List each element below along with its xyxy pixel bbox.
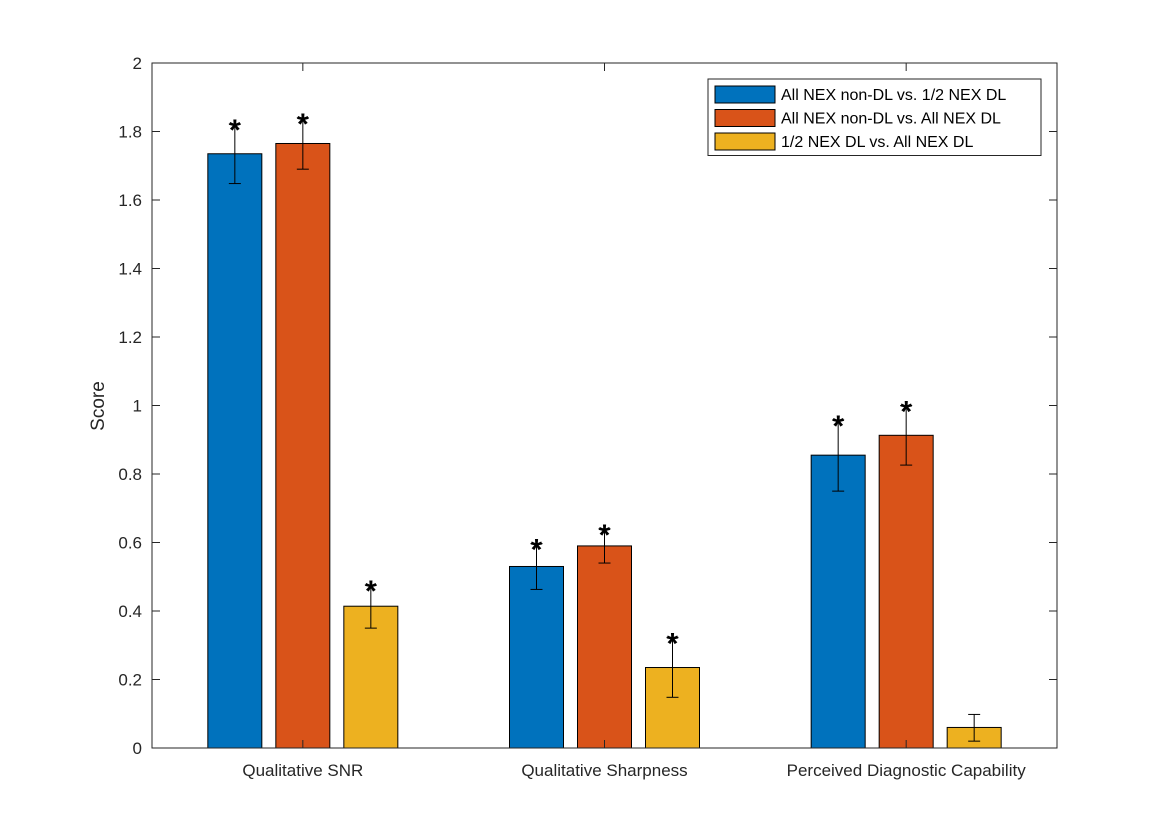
x-tick-label: Qualitative SNR bbox=[242, 761, 363, 780]
significance-marker: * bbox=[667, 627, 679, 660]
significance-marker: * bbox=[531, 534, 543, 567]
bar bbox=[577, 545, 632, 749]
legend-label: 1/2 NEX DL vs. All NEX DL bbox=[781, 134, 973, 151]
y-tick-label: 1.4 bbox=[118, 260, 142, 279]
legend: All NEX non-DL vs. 1/2 NEX DL All NEX non… bbox=[707, 78, 1042, 156]
bar bbox=[207, 153, 263, 749]
legend-swatch bbox=[714, 85, 776, 104]
plot-area: * * * * * * * * bbox=[207, 108, 1002, 749]
bar bbox=[343, 605, 399, 749]
significance-marker: * bbox=[229, 114, 241, 147]
y-tick-label: 1.6 bbox=[118, 191, 142, 210]
y-tick-label: 1.8 bbox=[118, 123, 142, 142]
significance-marker: * bbox=[365, 575, 377, 608]
axes: Qualitative SNR Qualitative Sharpness Perc… bbox=[118, 54, 1058, 780]
y-tick-label: 0.8 bbox=[118, 465, 142, 484]
legend-label: All NEX non-DL vs. 1/2 NEX DL bbox=[781, 87, 1006, 104]
significance-marker: * bbox=[297, 108, 309, 141]
x-tick-label: Perceived Diagnostic Capability bbox=[787, 761, 1027, 780]
bar bbox=[275, 142, 331, 749]
bar bbox=[509, 565, 564, 749]
bar bbox=[878, 434, 934, 749]
y-axis-title: Score bbox=[88, 381, 109, 431]
y-tick-label: 0 bbox=[133, 739, 142, 758]
significance-marker: * bbox=[599, 519, 611, 552]
legend-swatch bbox=[714, 132, 776, 151]
y-tick-label: 1 bbox=[133, 397, 142, 416]
significance-marker: * bbox=[900, 396, 912, 429]
y-tick-label: 0.4 bbox=[118, 602, 142, 621]
legend-label: All NEX non-DL vs. All NEX DL bbox=[781, 111, 1001, 128]
y-tick-label: 1.2 bbox=[118, 328, 142, 347]
significance-marker: * bbox=[832, 410, 844, 443]
y-tick-label: 0.2 bbox=[118, 671, 142, 690]
y-tick-label: 2 bbox=[133, 54, 142, 73]
x-tick-label: Qualitative Sharpness bbox=[521, 761, 687, 780]
axes-box bbox=[151, 62, 1058, 749]
bar bbox=[810, 454, 866, 749]
legend-swatch bbox=[714, 109, 776, 127]
y-tick-label: 0.6 bbox=[118, 534, 142, 553]
